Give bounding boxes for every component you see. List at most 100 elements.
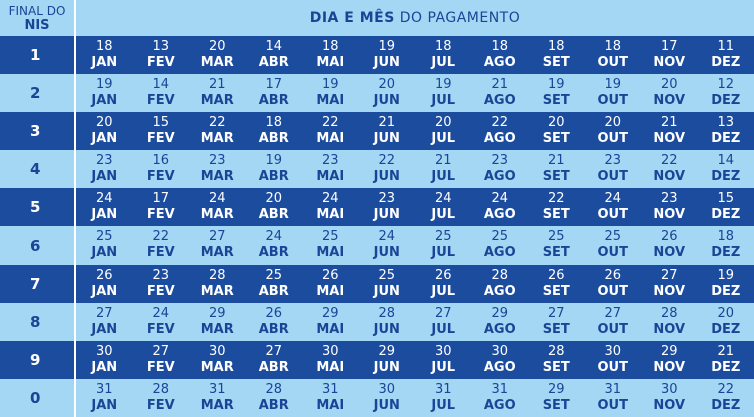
month: NOV (653, 245, 686, 261)
table-row: 7 26 JAN 23 FEV 28 MAR 25 ABR 26 MAI 25 JUN 26 JUL 28 AG… (0, 264, 754, 303)
day: 31 (434, 381, 452, 397)
date-cell: 25 JUL (415, 226, 472, 264)
day: 20 (95, 115, 113, 131)
date-cell: 29 MAI (302, 303, 359, 341)
day: 15 (717, 191, 735, 207)
day: 22 (321, 115, 339, 131)
month: MAI (316, 397, 345, 413)
month: NOV (653, 93, 686, 109)
month: JUL (431, 55, 456, 70)
date-cell: 23 JUN (359, 188, 416, 226)
nis-digit: 8 (0, 302, 76, 341)
day: 19 (95, 77, 113, 93)
date-cell: 31 JAN (76, 379, 133, 417)
date-cell: 20 JUN (359, 74, 416, 112)
day: 24 (265, 229, 283, 245)
month: NOV (653, 55, 686, 70)
date-cell: 21 SET (528, 150, 585, 188)
month: SET (542, 397, 570, 413)
month: FEV (146, 359, 175, 375)
day: 19 (378, 39, 396, 54)
date-cell: 29 SET (528, 379, 585, 417)
date-cell: 27 MAR (189, 226, 246, 264)
day: 20 (208, 39, 226, 54)
month: JUL (431, 245, 456, 261)
date-cell: 25 SET (528, 226, 585, 264)
day: 26 (547, 267, 565, 283)
date-cell: 14 FEV (133, 74, 190, 112)
table-row: 4 23 JAN 16 FEV 23 MAR 19 ABR 23 MAI 22 JUN 21 JUL 23 AG… (0, 150, 754, 189)
day: 22 (208, 115, 226, 131)
nis-digit: 0 (0, 378, 76, 417)
month: SET (542, 283, 570, 299)
day: 23 (604, 153, 622, 169)
day: 18 (547, 39, 565, 54)
month: MAI (316, 169, 345, 185)
month: MAR (200, 321, 234, 337)
day: 25 (491, 229, 509, 245)
day: 13 (152, 39, 170, 54)
month: NOV (653, 207, 686, 223)
day: 25 (378, 267, 396, 283)
date-cell: 24 JAN (76, 188, 133, 226)
date-cell: 30 JAN (76, 341, 133, 379)
month: OUT (597, 283, 628, 299)
date-cell: 26 NOV (641, 226, 698, 264)
month: JUL (431, 359, 456, 375)
month: DEZ (711, 283, 741, 299)
day: 12 (717, 77, 735, 93)
day: 26 (660, 229, 678, 245)
date-cell: 13 DEZ (698, 112, 754, 150)
date-cell: 26 OUT (585, 265, 642, 303)
month: AGO (483, 321, 516, 337)
month: JAN (91, 359, 118, 375)
date-cell: 24 JUN (359, 226, 416, 264)
date-cell: 18 ABR (246, 112, 303, 150)
day: 30 (95, 343, 113, 359)
day: 30 (604, 343, 622, 359)
nis-digit: 2 (0, 74, 76, 113)
date-cell: 18 DEZ (698, 226, 754, 264)
month: MAR (200, 283, 234, 299)
month: SET (542, 93, 570, 109)
day: 29 (660, 343, 678, 359)
date-cell: 23 JAN (76, 150, 133, 188)
day: 17 (660, 39, 678, 54)
month: ABR (258, 131, 289, 147)
month: MAI (316, 93, 345, 109)
nis-digit: 5 (0, 188, 76, 227)
day: 24 (491, 191, 509, 207)
month: AGO (483, 283, 516, 299)
day: 26 (95, 267, 113, 283)
day: 27 (660, 267, 678, 283)
month: DEZ (711, 55, 741, 70)
month: NOV (653, 359, 686, 375)
month: AGO (483, 397, 516, 413)
day: 28 (660, 305, 678, 321)
date-cell: 25 JAN (76, 226, 133, 264)
month: MAI (316, 359, 345, 375)
day: 25 (604, 229, 622, 245)
date-cell: 30 MAI (302, 341, 359, 379)
date-cell: 26 ABR (246, 303, 303, 341)
day: 30 (321, 343, 339, 359)
day: 27 (547, 305, 565, 321)
month: ABR (258, 169, 289, 185)
month: DEZ (711, 207, 741, 223)
month: AGO (483, 131, 516, 147)
month: FEV (146, 131, 175, 147)
month: SET (542, 245, 570, 261)
date-cell: 19 ABR (246, 150, 303, 188)
month: JUL (431, 397, 456, 413)
month: DEZ (711, 359, 741, 375)
day: 30 (378, 381, 396, 397)
nis-header-line: FINAL DO (8, 4, 66, 18)
day: 24 (321, 191, 339, 207)
date-cell: 18 OUT (585, 36, 642, 74)
day: 22 (547, 191, 565, 207)
month: MAR (200, 397, 234, 413)
date-cell: 14 DEZ (698, 150, 754, 188)
date-cell: 15 DEZ (698, 188, 754, 226)
day: 20 (660, 77, 678, 93)
month: JUN (373, 169, 400, 185)
